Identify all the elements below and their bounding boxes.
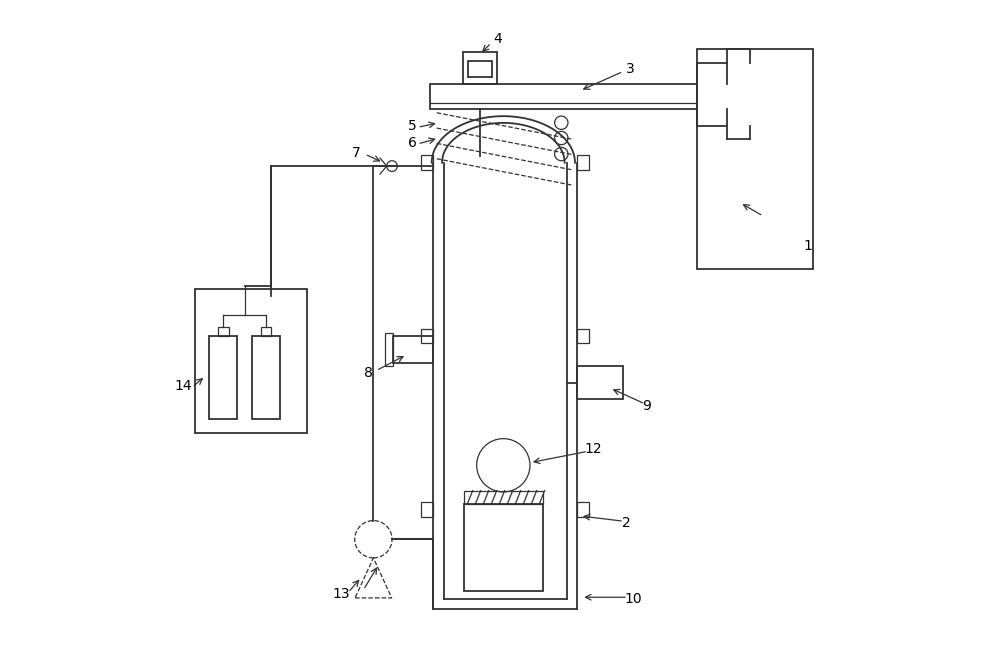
Text: 2: 2 [622, 515, 631, 530]
Text: 3: 3 [626, 62, 634, 77]
Text: 4: 4 [494, 32, 502, 46]
Bar [577, 502, 589, 517]
Text: 13: 13 [333, 587, 350, 601]
Bar [252, 336, 280, 419]
Bar [218, 327, 229, 336]
Bar [209, 336, 237, 419]
Bar [421, 329, 433, 343]
Text: 7: 7 [352, 146, 361, 160]
Text: 12: 12 [584, 442, 602, 456]
Bar [463, 52, 497, 84]
Bar [468, 60, 492, 77]
Bar [577, 366, 623, 399]
Bar [430, 84, 697, 110]
Text: 9: 9 [642, 399, 651, 413]
Text: 10: 10 [624, 592, 642, 606]
Bar [464, 504, 543, 591]
Text: 6: 6 [408, 136, 416, 150]
Bar [464, 491, 543, 504]
Text: 14: 14 [175, 379, 192, 393]
Bar [385, 333, 393, 366]
Bar [421, 502, 433, 517]
Bar [195, 290, 307, 433]
Bar [697, 50, 813, 269]
Bar [577, 155, 589, 170]
Text: 1: 1 [803, 239, 812, 253]
Text: 5: 5 [408, 119, 416, 133]
Bar [261, 327, 271, 336]
Bar [393, 336, 433, 363]
Bar [577, 329, 589, 343]
Text: 8: 8 [364, 366, 372, 380]
Bar [421, 155, 433, 170]
